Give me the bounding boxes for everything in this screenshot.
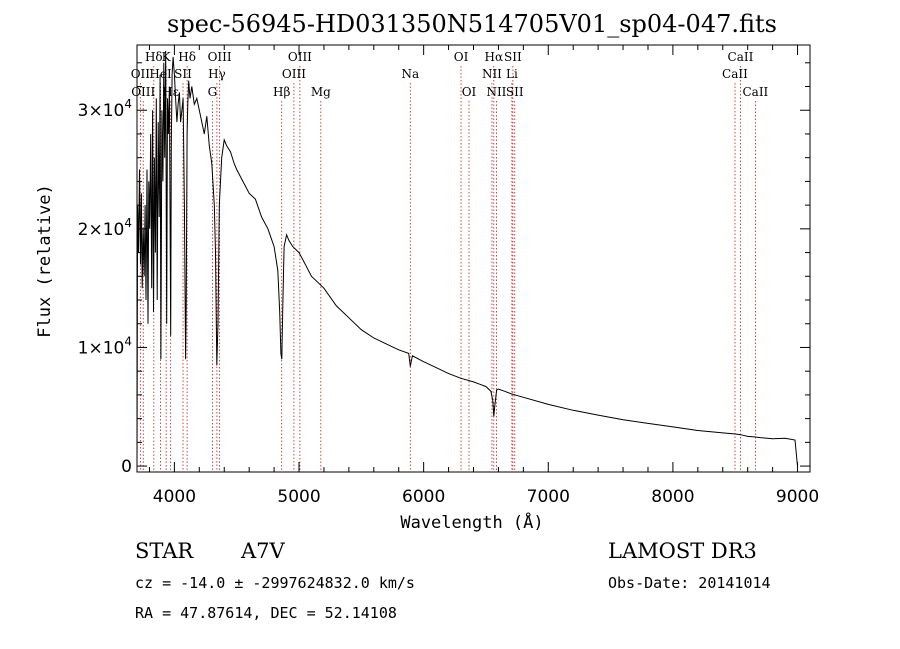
spectral-line-label: CaII xyxy=(742,85,768,99)
object-class: STAR xyxy=(135,539,194,563)
spectral-line-label: Hδ xyxy=(178,50,196,64)
coordinates-readout: RA = 47.87614, DEC = 52.14108 xyxy=(135,604,397,622)
spectral-line-label: G xyxy=(208,85,218,99)
x-tick-label: 5000 xyxy=(277,487,320,507)
plot-frame xyxy=(136,44,811,473)
y-tick-label: 0 xyxy=(121,457,132,477)
spectral-line-label: Li xyxy=(506,67,518,81)
spectral-line-label: NII xyxy=(482,67,502,81)
y-tick-label: 2×104 xyxy=(78,216,132,240)
axis-ticks: 4000 5000 6000 7000 8000 9000 0 1×104 2×104 3×104 xyxy=(78,45,819,507)
x-axis-label: Wavelength (Å) xyxy=(400,511,543,533)
spectral-line-label: HeI xyxy=(149,67,172,81)
spectral-line-label: Hα xyxy=(485,50,504,64)
spectrum-line xyxy=(136,50,798,467)
spectral-line-label: Na xyxy=(401,67,419,81)
spectral-line-label: Mg xyxy=(311,85,331,99)
spectral-line-label: OII xyxy=(131,67,151,81)
y-tick-label: 3×104 xyxy=(78,97,132,121)
observation-date: Obs-Date: 20141014 xyxy=(608,574,771,592)
spectral-line-label: OIII xyxy=(131,85,155,99)
spectral-line-label: OIII xyxy=(208,50,232,64)
spectral-line-label: Hβ xyxy=(273,85,290,99)
spectral-line-label: K xyxy=(162,50,172,64)
x-tick-label: 4000 xyxy=(153,487,196,507)
survey-name: LAMOST DR3 xyxy=(608,539,757,563)
spectral-line-label: OI xyxy=(462,85,477,99)
x-tick-label: 8000 xyxy=(651,487,694,507)
spectral-line-label: OIII xyxy=(288,50,312,64)
spectral-line-label: SII xyxy=(504,50,522,64)
spectral-line-label: Hγ xyxy=(208,67,226,81)
spectral-line-label: SII xyxy=(174,67,192,81)
y-axis-label: Flux (relative) xyxy=(35,184,55,338)
redshift-readout: cz = -14.0 ± -2997624832.0 km/s xyxy=(135,574,415,592)
spectral-line-label: CaII xyxy=(722,67,748,81)
x-tick-label: 6000 xyxy=(402,487,445,507)
spectral-line-label: OIII xyxy=(282,67,306,81)
x-tick-label: 9000 xyxy=(776,487,819,507)
spectral-line-label: OI xyxy=(454,50,469,64)
spectral-line-label: SII xyxy=(506,85,524,99)
object-subclass: A7V xyxy=(241,539,285,563)
chart-title: spec-56945-HD031350N514705V01_sp04-047.f… xyxy=(167,10,777,38)
spectral-line-label: CaII xyxy=(728,50,754,64)
x-tick-label: 7000 xyxy=(527,487,570,507)
spectral-line-label: NII xyxy=(486,85,506,99)
y-tick-label: 1×104 xyxy=(78,334,132,358)
spectral-line-label: Hδ xyxy=(145,50,163,64)
